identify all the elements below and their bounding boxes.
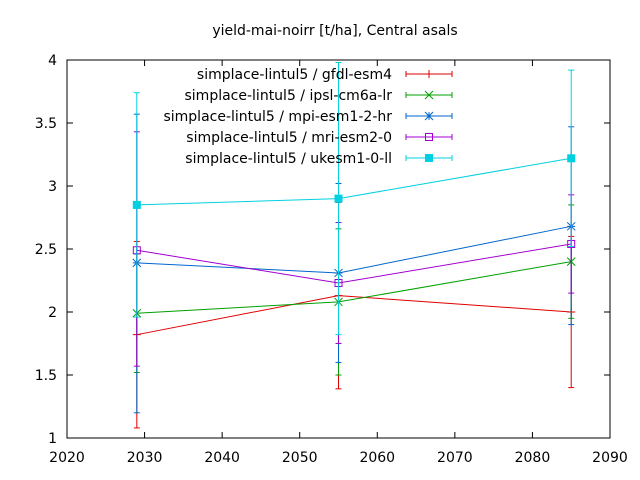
x-tick-label: 2090 (592, 450, 628, 466)
legend-label: simplace-lintul5 / gfdl-esm4 (197, 67, 392, 83)
legend-marker (425, 154, 433, 162)
x-tick-label: 2070 (437, 450, 473, 466)
x-tick-label: 2050 (282, 450, 318, 466)
y-axis: 1 1.5 2 2.5 3 3.5 4 (35, 53, 610, 447)
legend-item: simplace-lintul5 / mpi-esm1-2-hr (163, 109, 453, 125)
y-tick-label: 2.5 (35, 242, 57, 258)
legend-marker (424, 111, 434, 121)
series-5 (132, 62, 576, 336)
series-line (136, 225, 572, 274)
legend-item: simplace-lintul5 / ukesm1-0-ll (185, 151, 453, 167)
plot-area (132, 62, 576, 429)
y-tick-label: 1 (48, 431, 57, 447)
legend-label: simplace-lintul5 / ukesm1-0-ll (185, 151, 392, 167)
x-tick-label: 2080 (515, 450, 551, 466)
legend-marker (425, 133, 433, 141)
x-tick-label: 2060 (359, 450, 395, 466)
data-point (567, 154, 576, 163)
x-tick-label: 2030 (127, 450, 163, 466)
x-axis: 2020 2030 2040 2050 2060 2070 2080 2090 (49, 60, 628, 466)
series-1 (132, 201, 576, 429)
y-tick-label: 4 (48, 53, 57, 69)
y-tick-label: 3 (48, 179, 57, 195)
legend-label: simplace-lintul5 / mri-esm2-0 (186, 130, 392, 146)
y-tick-label: 2 (48, 305, 57, 321)
series-line (136, 243, 572, 284)
legend-item: simplace-lintul5 / gfdl-esm4 (197, 67, 453, 83)
x-tick-label: 2020 (49, 450, 85, 466)
x-tick-label: 2040 (204, 450, 240, 466)
legend-label: simplace-lintul5 / mpi-esm1-2-hr (163, 109, 392, 125)
legend-marker (425, 70, 433, 78)
chart-title: yield-mai-noirr [t/ha], Central asals (212, 23, 457, 39)
series-line (136, 295, 572, 336)
data-point (334, 194, 343, 203)
legend-item: simplace-lintul5 / ipsl-cm6a-lr (185, 88, 453, 104)
legend: simplace-lintul5 / gfdl-esm4 simplace-lin… (163, 67, 453, 167)
legend-item: simplace-lintul5 / mri-esm2-0 (186, 130, 453, 146)
y-tick-label: 3.5 (35, 116, 57, 132)
data-point (132, 200, 141, 209)
series-2 (132, 204, 576, 376)
legend-label: simplace-lintul5 / ipsl-cm6a-lr (185, 88, 393, 104)
y-tick-label: 1.5 (35, 368, 57, 384)
legend-marker (424, 90, 434, 100)
